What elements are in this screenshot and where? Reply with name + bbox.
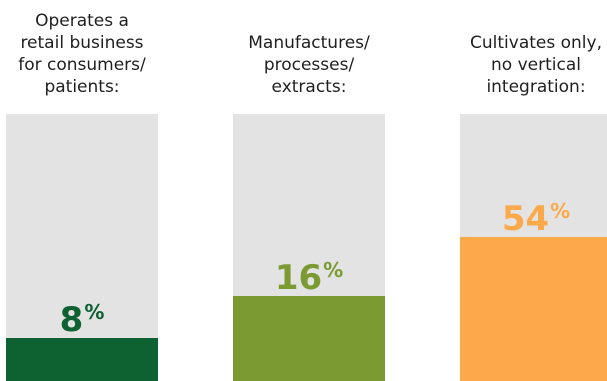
data-label-unit: % bbox=[84, 300, 105, 324]
data-label: 8% bbox=[6, 294, 158, 338]
bar-track bbox=[6, 114, 158, 381]
category-label: Operates a retail business for consumers… bbox=[18, 11, 146, 97]
data-label: 54% bbox=[460, 193, 607, 237]
bar-track bbox=[460, 114, 607, 381]
bar bbox=[233, 296, 385, 381]
bar-track bbox=[233, 114, 385, 381]
bar bbox=[6, 338, 158, 381]
category-label: Manufactures/ processes/ extracts: bbox=[248, 33, 370, 97]
data-label-unit: % bbox=[323, 258, 344, 282]
bar bbox=[460, 237, 607, 381]
data-label-value: 54 bbox=[501, 199, 550, 239]
data-label-unit: % bbox=[550, 199, 571, 223]
data-label: 16% bbox=[233, 252, 385, 296]
category-label: Cultivates only, no vertical integration… bbox=[470, 33, 602, 97]
data-label-value: 16 bbox=[274, 258, 323, 298]
data-label-value: 8 bbox=[59, 300, 84, 340]
